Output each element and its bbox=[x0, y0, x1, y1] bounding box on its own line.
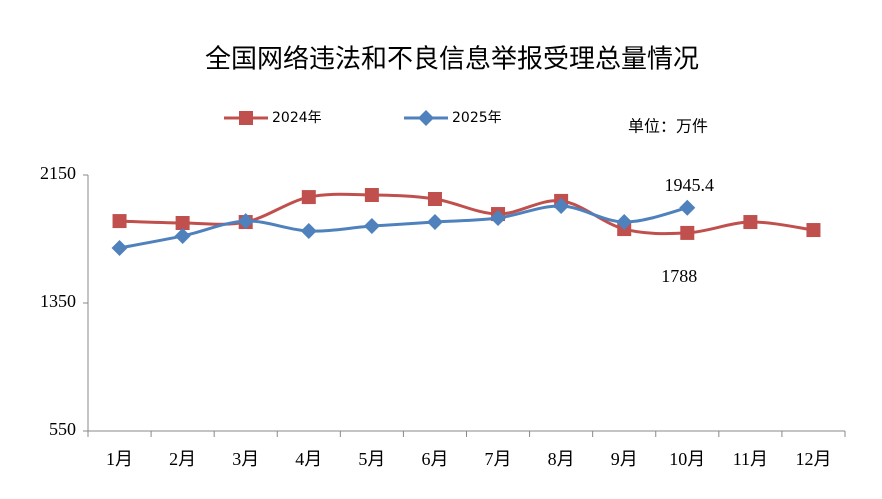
data-label: 1945.4 bbox=[665, 175, 715, 195]
legend-label: 2025年 bbox=[452, 110, 502, 126]
point bbox=[616, 214, 633, 231]
x-tick-label: 2月 bbox=[169, 449, 196, 469]
y-tick-label: 550 bbox=[49, 419, 76, 439]
point bbox=[364, 188, 379, 202]
x-tick-label: 11月 bbox=[733, 449, 768, 469]
x-tick-label: 10月 bbox=[669, 449, 705, 469]
legend-marker bbox=[239, 111, 253, 125]
chart-title: 全国网络违法和不良信息举报受理总量情况 bbox=[205, 45, 699, 75]
data-label: 1788 bbox=[661, 266, 697, 286]
y-tick-label: 1350 bbox=[40, 291, 76, 311]
x-tick-label: 7月 bbox=[485, 449, 512, 469]
point bbox=[111, 239, 128, 256]
point bbox=[174, 227, 191, 244]
point bbox=[175, 216, 190, 230]
point bbox=[237, 213, 254, 230]
series-line bbox=[119, 192, 814, 236]
x-tick-label: 8月 bbox=[548, 449, 575, 469]
x-tick-label: 5月 bbox=[358, 449, 385, 469]
x-tick-label: 3月 bbox=[232, 449, 259, 469]
x-tick-label: 4月 bbox=[295, 449, 322, 469]
unit-label: 单位：万件 bbox=[628, 117, 708, 136]
point bbox=[806, 223, 821, 238]
x-tick-label: 9月 bbox=[611, 449, 638, 469]
series-line bbox=[119, 204, 688, 250]
x-tick-label: 6月 bbox=[421, 449, 448, 469]
point bbox=[300, 223, 317, 239]
legend-marker bbox=[418, 110, 434, 126]
point bbox=[363, 218, 380, 235]
point bbox=[426, 214, 443, 231]
y-tick-label: 2150 bbox=[40, 163, 76, 183]
point bbox=[680, 225, 695, 240]
point bbox=[112, 214, 127, 229]
x-tick-label: 12月 bbox=[795, 449, 831, 469]
point bbox=[490, 210, 507, 227]
legend-label: 2024年 bbox=[272, 110, 322, 126]
point bbox=[301, 190, 316, 205]
point bbox=[679, 199, 696, 216]
point bbox=[427, 192, 442, 206]
x-tick-label: 1月 bbox=[106, 449, 133, 469]
point bbox=[743, 215, 758, 230]
point bbox=[553, 198, 570, 215]
